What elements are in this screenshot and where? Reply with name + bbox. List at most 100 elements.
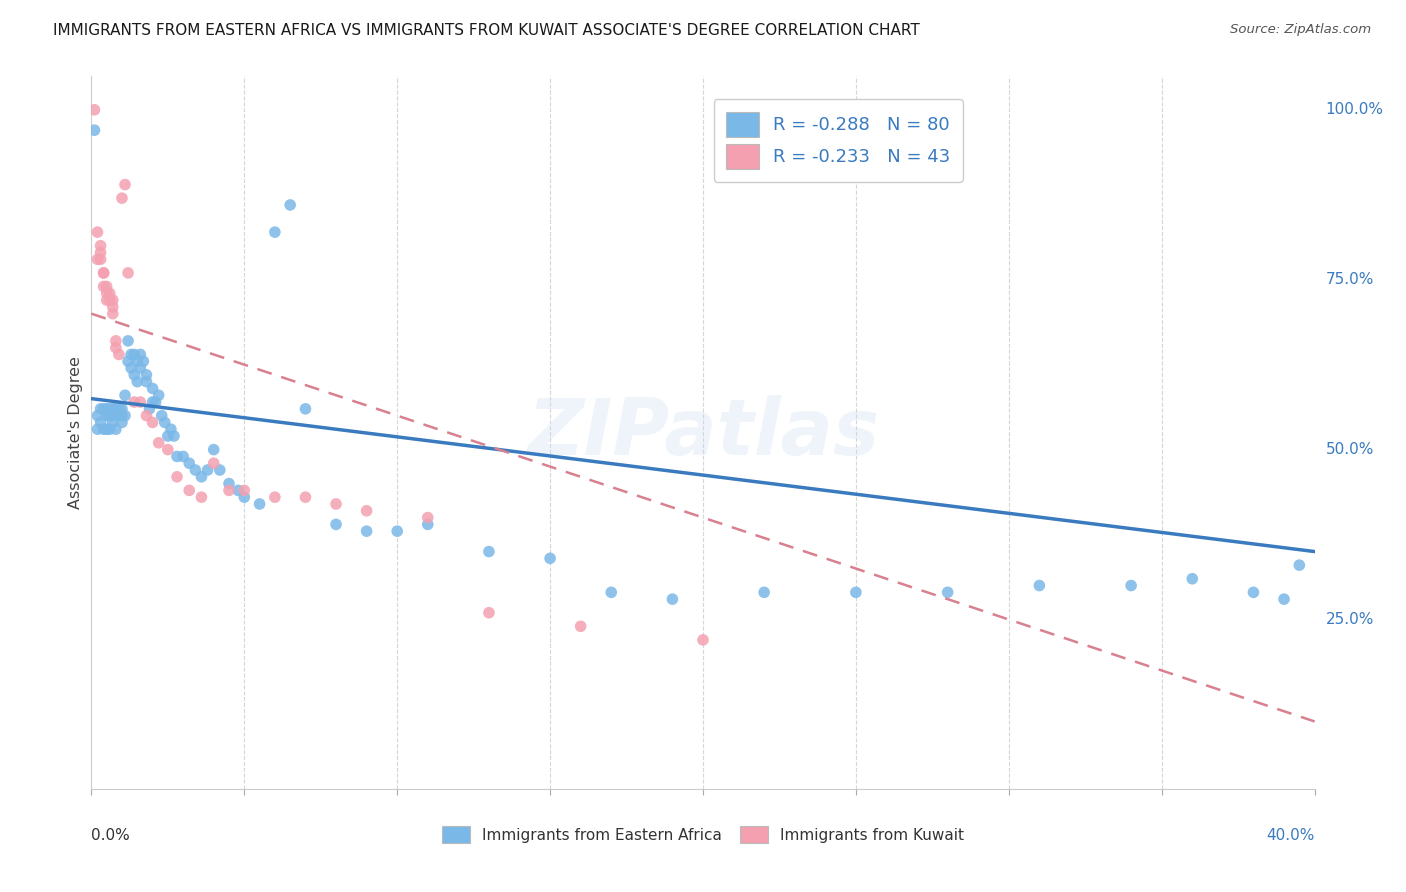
Point xyxy=(233,490,256,504)
Point xyxy=(90,416,112,430)
Point xyxy=(325,497,347,511)
Point xyxy=(117,334,139,348)
Point xyxy=(114,178,136,192)
Point xyxy=(83,103,105,117)
Point xyxy=(153,416,176,430)
Point xyxy=(108,401,131,416)
Point xyxy=(108,409,131,423)
Point xyxy=(416,510,439,524)
Point xyxy=(93,401,115,416)
Text: 25.0%: 25.0% xyxy=(1326,612,1374,627)
Point xyxy=(101,307,124,321)
Point xyxy=(135,375,157,389)
Point xyxy=(117,354,139,368)
Point xyxy=(160,422,183,436)
Point xyxy=(150,409,173,423)
Point xyxy=(96,286,118,301)
Point xyxy=(122,347,145,361)
Point xyxy=(111,416,134,430)
Point xyxy=(172,450,194,464)
Point xyxy=(93,266,115,280)
Point xyxy=(179,483,201,498)
Point xyxy=(156,442,179,457)
Point xyxy=(104,401,127,416)
Point xyxy=(845,585,868,599)
Point xyxy=(90,401,112,416)
Point xyxy=(661,592,683,607)
Point xyxy=(98,293,121,307)
Point xyxy=(202,442,225,457)
Point xyxy=(135,368,157,382)
Point xyxy=(117,266,139,280)
Point xyxy=(132,354,155,368)
Point xyxy=(166,470,188,484)
Point xyxy=(127,354,149,368)
Point xyxy=(122,368,145,382)
Text: Source: ZipAtlas.com: Source: ZipAtlas.com xyxy=(1230,23,1371,37)
Point xyxy=(478,544,501,558)
Point xyxy=(208,463,231,477)
Point xyxy=(98,401,121,416)
Point xyxy=(179,456,201,470)
Point xyxy=(129,395,152,409)
Point xyxy=(93,279,115,293)
Point xyxy=(138,401,160,416)
Text: 0.0%: 0.0% xyxy=(91,829,131,843)
Point xyxy=(101,409,124,423)
Point xyxy=(129,347,152,361)
Point xyxy=(96,401,118,416)
Point xyxy=(202,456,225,470)
Point xyxy=(356,504,378,518)
Point xyxy=(141,395,163,409)
Point xyxy=(111,401,134,416)
Point xyxy=(96,293,118,307)
Text: 40.0%: 40.0% xyxy=(1267,829,1315,843)
Point xyxy=(218,476,240,491)
Point xyxy=(120,361,142,376)
Point xyxy=(148,435,170,450)
Point xyxy=(98,422,121,436)
Point xyxy=(1272,592,1295,607)
Point xyxy=(86,422,108,436)
Point xyxy=(83,123,105,137)
Point xyxy=(104,422,127,436)
Point xyxy=(148,388,170,402)
Point xyxy=(936,585,959,599)
Point xyxy=(163,429,186,443)
Y-axis label: Associate's Degree: Associate's Degree xyxy=(67,356,83,509)
Point xyxy=(264,490,287,504)
Point xyxy=(96,279,118,293)
Point xyxy=(86,252,108,267)
Text: IMMIGRANTS FROM EASTERN AFRICA VS IMMIGRANTS FROM KUWAIT ASSOCIATE'S DEGREE CORR: IMMIGRANTS FROM EASTERN AFRICA VS IMMIGR… xyxy=(53,23,920,38)
Point xyxy=(754,585,776,599)
Point xyxy=(114,388,136,402)
Point xyxy=(96,409,118,423)
Point xyxy=(218,483,240,498)
Point xyxy=(233,483,256,498)
Point xyxy=(538,551,561,566)
Point xyxy=(101,416,124,430)
Point xyxy=(294,401,316,416)
Point xyxy=(120,347,142,361)
Point xyxy=(111,409,134,423)
Point xyxy=(90,238,112,252)
Point xyxy=(127,375,149,389)
Point xyxy=(135,409,157,423)
Point xyxy=(569,619,592,633)
Point xyxy=(190,470,212,484)
Point xyxy=(692,632,714,647)
Point xyxy=(1243,585,1265,599)
Point xyxy=(600,585,623,599)
Point xyxy=(141,381,163,395)
Point xyxy=(86,225,108,239)
Point xyxy=(1121,578,1143,592)
Point xyxy=(294,490,316,504)
Point xyxy=(278,198,301,212)
Point xyxy=(101,300,124,314)
Point xyxy=(166,450,188,464)
Point xyxy=(101,401,124,416)
Point xyxy=(93,266,115,280)
Point xyxy=(197,463,219,477)
Point xyxy=(184,463,207,477)
Point xyxy=(1288,558,1310,573)
